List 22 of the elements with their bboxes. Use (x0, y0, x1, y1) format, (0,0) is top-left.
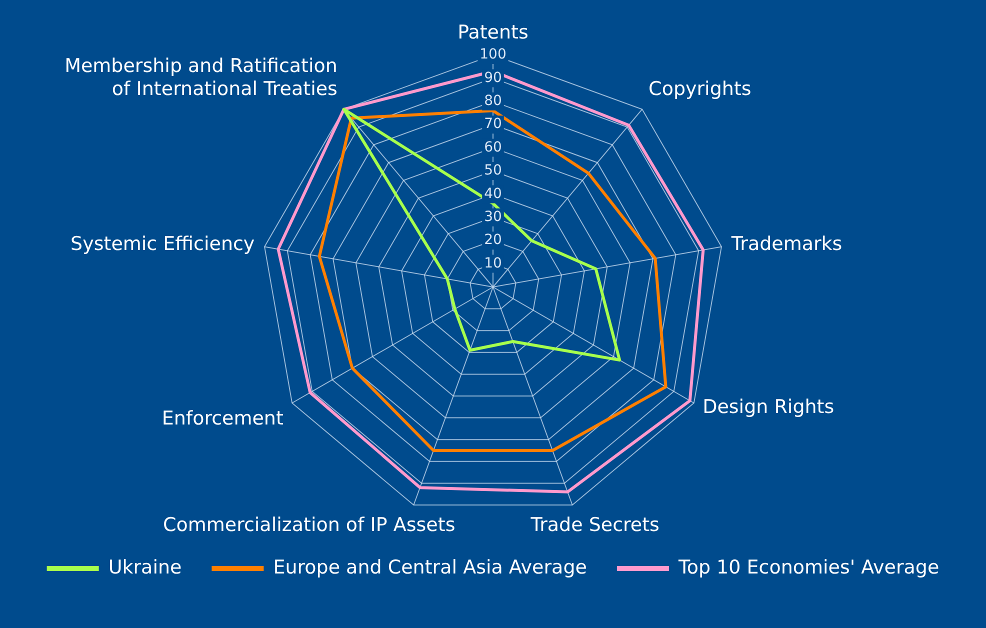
spoke-label: Copyrights (648, 78, 752, 100)
y-tick-label: 50 (484, 162, 502, 179)
spoke-label: Trademarks (730, 232, 842, 255)
legend-label: Europe and Central Asia Average (273, 556, 587, 578)
y-tick-label: 30 (484, 209, 502, 226)
legend-label: Ukraine (108, 556, 182, 578)
spoke-label: Trade Secrets (530, 514, 660, 536)
spoke-label: Commercialization of IP Assets (162, 514, 456, 536)
y-tick-label: 40 (484, 186, 502, 202)
y-tick-label: 10 (484, 255, 502, 272)
legend-label: Top 10 Economies' Average (677, 556, 940, 578)
spoke-label: Enforcement (162, 407, 284, 430)
y-tick-label: 100 (480, 46, 506, 63)
spoke-label: Membership and Ratification of International Treaties (64, 55, 338, 100)
y-tick-label: 80 (484, 93, 502, 110)
y-tick-label: 90 (484, 70, 502, 86)
y-tick-label: 60 (484, 139, 502, 156)
spoke-label: Design Rights (702, 396, 834, 418)
y-tick-label: 70 (484, 116, 502, 132)
y-tick-label: 20 (484, 232, 502, 248)
spoke-label: Patents (458, 21, 528, 44)
spoke-label: Systemic Efficiency (70, 232, 255, 255)
